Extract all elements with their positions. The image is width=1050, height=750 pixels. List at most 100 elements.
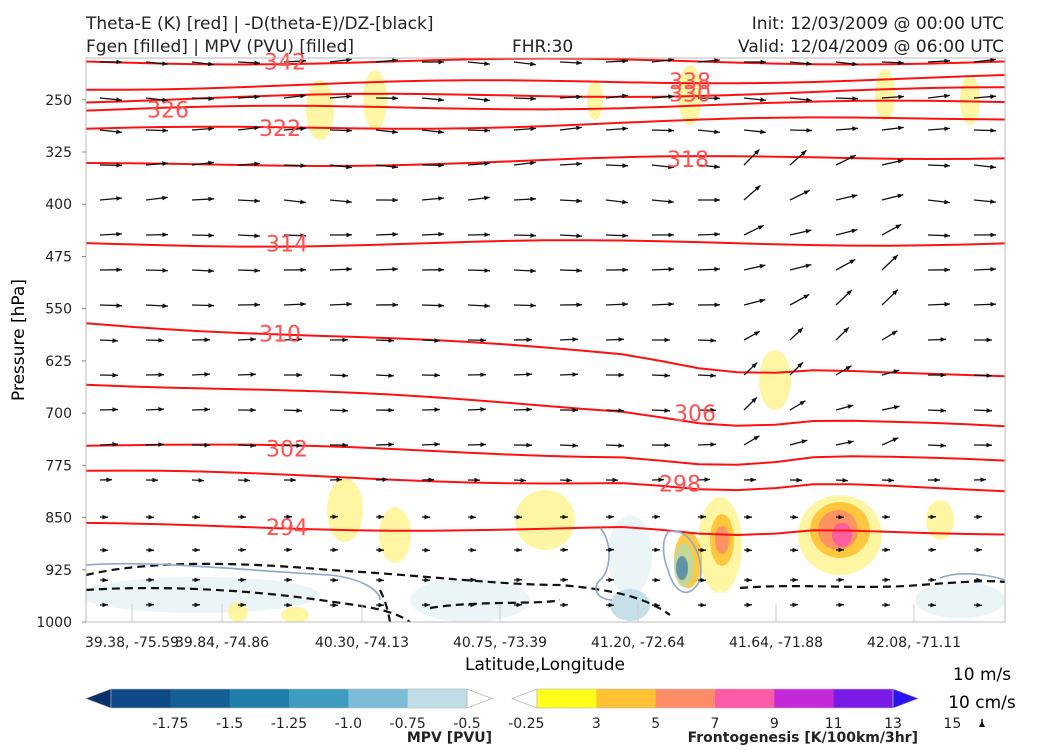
wind-vector-head — [898, 60, 904, 66]
wind-vector-head — [286, 577, 292, 583]
wind-vector-head — [897, 159, 904, 164]
colorbar-tick-label: 3 — [592, 716, 601, 732]
wind-vector-head — [102, 602, 108, 608]
fill-patch — [759, 350, 791, 410]
colorbar-segment — [289, 689, 349, 708]
wind-vector-head — [618, 443, 624, 448]
wind-vector-head — [852, 96, 858, 101]
wind-vector-head — [714, 232, 720, 237]
wind-vector-head — [700, 602, 706, 608]
wind-vector-head — [562, 602, 568, 608]
wind-vector-head — [208, 61, 214, 67]
colorbar-extend-low — [511, 688, 538, 709]
wind-vector-head — [112, 338, 118, 343]
wind-vector-head — [898, 125, 904, 131]
contour-label: 326 — [147, 99, 189, 124]
wind-vector-head — [884, 514, 890, 520]
mpv-contour — [86, 562, 381, 601]
wind-vector-head — [888, 477, 894, 483]
wind-vector-head — [668, 199, 674, 204]
wind-vector-head — [714, 164, 720, 169]
colorbar-segment — [537, 689, 597, 708]
wind-vector-head — [208, 233, 214, 238]
wind-vector-head — [664, 337, 670, 343]
wind-vector-head — [204, 407, 210, 412]
wind-vector-head — [530, 233, 536, 238]
wind-vector-head — [392, 266, 398, 272]
wind-ref-vertical: 10 cm/s — [948, 693, 1016, 713]
colorbar-tick-label: 13 — [884, 716, 902, 732]
wind-vector-head — [898, 94, 904, 100]
wind-vector-head — [664, 373, 670, 378]
wind-vector-head — [576, 94, 582, 100]
wind-vector-head — [346, 58, 352, 63]
wind-vector-head — [300, 301, 306, 307]
wind-vector-head — [112, 372, 118, 378]
wind-vector-head — [930, 602, 936, 608]
wind-vector-head — [148, 577, 154, 583]
wind-vector-head — [346, 128, 352, 133]
wind-vector-head — [530, 303, 536, 308]
colorbar-tick-label: 7 — [711, 716, 720, 732]
colorbar-segment — [229, 689, 290, 708]
wind-vector-head — [976, 547, 982, 553]
wind-vector-head — [847, 404, 854, 409]
wind-vector-head — [194, 602, 200, 608]
wind-vector-head — [112, 442, 118, 447]
wind-vector-head — [622, 126, 628, 132]
wind-vector-head — [986, 373, 992, 378]
fill-patch — [587, 80, 603, 120]
wind-vector-head — [990, 94, 996, 99]
wind-vector-head — [300, 58, 306, 64]
colorbar-tick-label: -1.0 — [335, 716, 362, 732]
wind-vector-head — [520, 478, 526, 483]
wind-vector-head — [286, 602, 292, 608]
wind-vector-head — [654, 514, 660, 520]
wind-vector-head — [424, 602, 430, 608]
wind-vector-head — [378, 577, 384, 583]
wind-vector-head — [849, 155, 856, 160]
wind-vector-head — [470, 602, 476, 608]
wind-vector-head — [944, 233, 950, 238]
wind-vector-head — [392, 197, 398, 203]
wind-vector-head — [162, 97, 168, 103]
fill-patch — [379, 507, 411, 563]
wind-vector-head — [897, 193, 904, 199]
wind-vector-head — [658, 477, 664, 483]
wind-vector-head — [484, 161, 490, 166]
wind-vector-head — [612, 477, 618, 483]
y-tick-label: 925 — [45, 563, 72, 579]
wind-vector-head — [562, 514, 568, 520]
wind-vector-head — [760, 59, 766, 65]
wind-vector-head — [158, 372, 164, 378]
wind-vector-head — [700, 514, 706, 520]
wind-vector-head — [470, 547, 476, 553]
wind-vector-head — [152, 477, 158, 483]
y-tick-label: 400 — [45, 197, 72, 213]
contour-label: 338 — [669, 70, 711, 95]
wind-vector-head — [668, 266, 674, 272]
colorbar-segment — [348, 689, 409, 708]
wind-vector-head — [944, 301, 950, 307]
wind-vector-head — [332, 547, 338, 553]
wind-vector-head — [116, 231, 122, 237]
wind-vector-head — [622, 199, 628, 205]
wind-vector-head — [470, 514, 476, 520]
wind-vector-head — [618, 372, 624, 378]
wind-vector-head — [892, 437, 899, 443]
wind-vector-head — [158, 338, 164, 343]
y-tick-label: 1000 — [36, 615, 72, 631]
wind-vector-head — [608, 602, 614, 608]
x-tick-label: 41.64, -71.88 — [729, 635, 823, 651]
wind-vector-head — [484, 128, 490, 133]
wind-vector-head — [342, 408, 348, 413]
wind-vector-head — [162, 195, 168, 201]
wind-vector-head — [884, 602, 890, 608]
wind-vector-head — [208, 126, 214, 132]
wind-vector-head — [300, 163, 306, 168]
wind-vector-head — [106, 477, 112, 483]
wind-vector-head — [162, 232, 168, 237]
wind-vector-head — [480, 442, 486, 447]
wind-vector-head — [714, 95, 720, 101]
wind-vector-head — [484, 97, 490, 103]
